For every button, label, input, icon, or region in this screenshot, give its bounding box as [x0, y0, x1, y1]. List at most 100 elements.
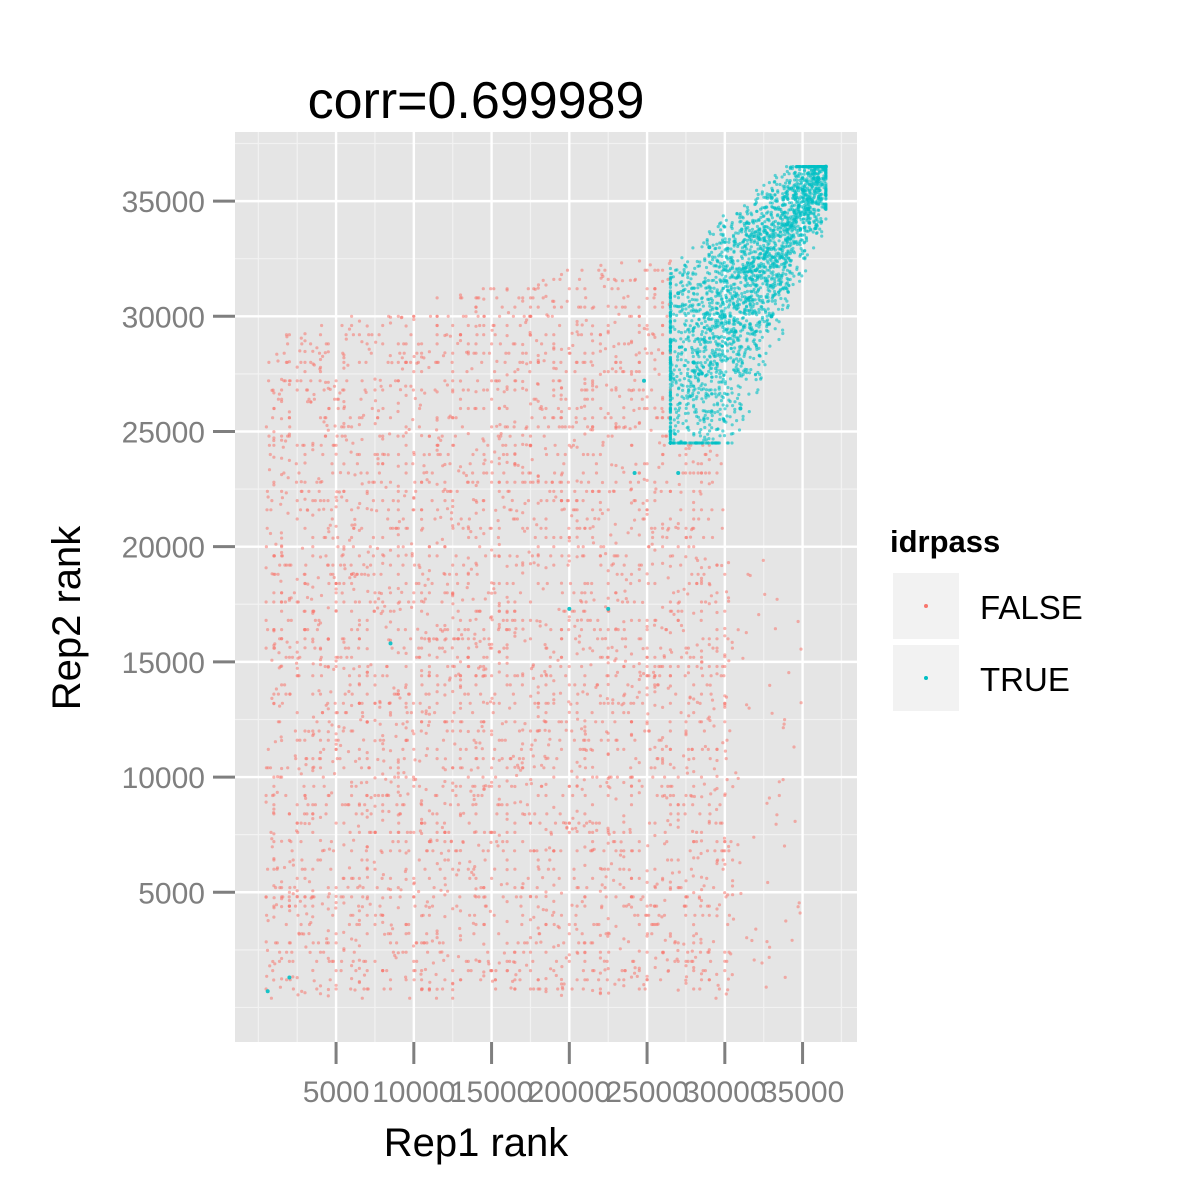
point-false: [616, 287, 620, 291]
point-true: [704, 438, 708, 442]
point-false: [326, 907, 330, 911]
point-false: [645, 572, 649, 576]
point-false: [611, 562, 616, 566]
point-false: [701, 969, 705, 973]
point-true: [700, 321, 704, 325]
point-false: [331, 572, 335, 576]
point-true: [737, 393, 741, 397]
point-false: [723, 701, 727, 705]
point-false: [382, 759, 386, 763]
point-false: [531, 754, 535, 758]
point-false: [513, 634, 517, 638]
point-false: [309, 400, 313, 404]
point-false: [270, 572, 274, 576]
point-false: [614, 849, 618, 853]
point-false: [528, 918, 533, 922]
point-false: [513, 517, 517, 521]
point-true: [804, 269, 808, 273]
point-false: [352, 526, 356, 530]
point-false: [645, 395, 649, 399]
point-false: [599, 263, 603, 267]
point-true: [736, 259, 740, 263]
point-false: [513, 784, 517, 789]
point-false: [347, 327, 352, 331]
point-false: [610, 388, 614, 392]
point-false: [435, 655, 439, 659]
point-false: [468, 913, 472, 917]
point-false: [295, 379, 299, 383]
point-true: [741, 417, 745, 422]
point-false: [357, 528, 361, 533]
point-false: [446, 889, 450, 893]
point-false: [474, 305, 478, 309]
point-false: [303, 793, 307, 798]
point-true: [757, 325, 761, 329]
point-false: [606, 841, 610, 845]
point-false: [546, 701, 550, 705]
point-false: [654, 416, 659, 420]
point-false: [707, 565, 711, 570]
point-false: [672, 766, 676, 770]
point-false: [267, 360, 271, 364]
point-true: [747, 252, 751, 256]
point-false: [620, 600, 625, 604]
point-false: [722, 836, 727, 840]
point-false: [552, 883, 556, 887]
point-false: [423, 637, 427, 641]
point-false: [543, 728, 547, 732]
point-true: [702, 241, 706, 245]
point-false: [370, 333, 374, 337]
point-false: [295, 600, 299, 604]
point-false: [324, 380, 328, 384]
point-true: [732, 290, 737, 294]
point-false: [715, 471, 719, 475]
point-false: [544, 848, 548, 852]
point-false: [605, 780, 609, 785]
point-false: [575, 978, 579, 982]
point-true: [686, 411, 690, 415]
point-false: [521, 882, 525, 886]
point-false: [699, 775, 704, 779]
point-true: [791, 282, 795, 287]
point-false: [521, 299, 525, 303]
point-false: [346, 885, 350, 889]
point-false: [365, 932, 369, 936]
point-false: [606, 655, 610, 659]
point-false: [505, 812, 509, 816]
point-false: [653, 965, 657, 970]
point-false: [443, 351, 447, 355]
point-false: [420, 799, 424, 803]
point-false: [365, 342, 369, 346]
point-false: [285, 950, 289, 954]
point-false: [521, 742, 525, 746]
point-false: [565, 499, 570, 503]
point-false: [443, 480, 447, 484]
point-false: [521, 471, 525, 475]
point-false: [723, 609, 727, 613]
point-false: [264, 800, 268, 804]
point-false: [482, 323, 486, 328]
point-false: [575, 479, 579, 483]
point-false: [723, 634, 727, 638]
point-false: [765, 801, 769, 805]
point-false: [699, 655, 704, 659]
point-false: [475, 333, 479, 337]
point-false: [486, 443, 490, 447]
point-false: [342, 547, 346, 551]
point-false: [699, 579, 704, 583]
point-false: [311, 904, 315, 908]
point-false: [376, 416, 380, 420]
point-false: [320, 849, 325, 853]
point-false: [692, 500, 696, 505]
point-false: [784, 919, 788, 923]
point-false: [436, 452, 440, 457]
point-false: [365, 969, 369, 973]
point-false: [365, 628, 369, 632]
point-false: [585, 692, 590, 696]
point-true: [693, 266, 697, 270]
point-false: [427, 905, 431, 910]
point-false: [660, 747, 665, 752]
point-false: [294, 462, 298, 466]
point-false: [458, 618, 463, 623]
point-false: [353, 473, 357, 477]
